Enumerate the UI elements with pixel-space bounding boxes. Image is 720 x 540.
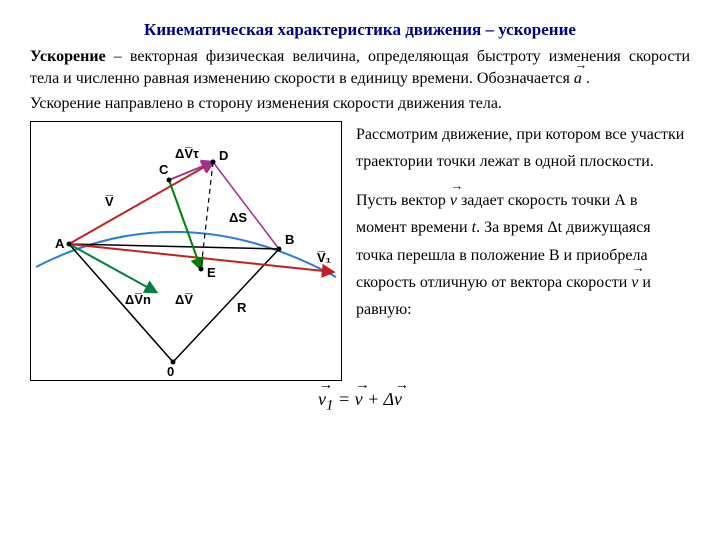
label-v1: V̅₁ bbox=[317, 250, 331, 265]
label-e: E bbox=[207, 265, 216, 280]
term-lead: Ускорение bbox=[30, 48, 106, 65]
label-b: B bbox=[285, 232, 294, 247]
symbol-a: a bbox=[574, 68, 582, 90]
content-row: A B C D E 0 V̅ V̅₁ ΔV̅τ ΔV̅n ΔV̅ ΔS R Ра… bbox=[30, 121, 690, 381]
label-dvn: ΔV̅n bbox=[125, 292, 151, 307]
page-title: Кинематическая характеристика движения –… bbox=[30, 20, 690, 40]
formula: v1 = v + Δv bbox=[30, 389, 690, 415]
r2-c: . За время bbox=[476, 219, 547, 236]
definition-paragraph: Ускорение – векторная физическая величин… bbox=[30, 46, 690, 89]
label-o: 0 bbox=[167, 364, 174, 379]
label-dvt: ΔV̅τ bbox=[175, 146, 199, 161]
label-v: V̅ bbox=[105, 194, 114, 209]
kinematics-diagram: A B C D E 0 V̅ V̅₁ ΔV̅τ ΔV̅n ΔV̅ ΔS R bbox=[30, 121, 342, 381]
r-paragraph-2: Пусть вектор v задает скорость точки А в… bbox=[356, 187, 690, 323]
r2-a: Пусть вектор bbox=[356, 192, 450, 209]
symbol-v2: v bbox=[631, 269, 638, 296]
label-r: R bbox=[237, 300, 247, 315]
symbol-t: t bbox=[472, 219, 476, 236]
label-ds: ΔS bbox=[229, 210, 247, 225]
label-d: D bbox=[219, 148, 228, 163]
label-a: A bbox=[55, 236, 65, 251]
r-paragraph-1: Рассмотрим движение, при котором все уча… bbox=[356, 121, 690, 175]
def-text: – векторная физическая величина, определ… bbox=[30, 48, 690, 87]
label-c: C bbox=[159, 162, 169, 177]
symbol-dt: Δt bbox=[547, 219, 562, 236]
right-column: Рассмотрим движение, при котором все уча… bbox=[356, 121, 690, 335]
direction-paragraph: Ускорение направлено в сторону изменения… bbox=[30, 93, 690, 115]
label-dv: ΔV̅ bbox=[175, 292, 193, 307]
dashed-de bbox=[201, 162, 213, 269]
symbol-v1: v bbox=[450, 187, 457, 214]
vector-dvt bbox=[169, 162, 213, 180]
